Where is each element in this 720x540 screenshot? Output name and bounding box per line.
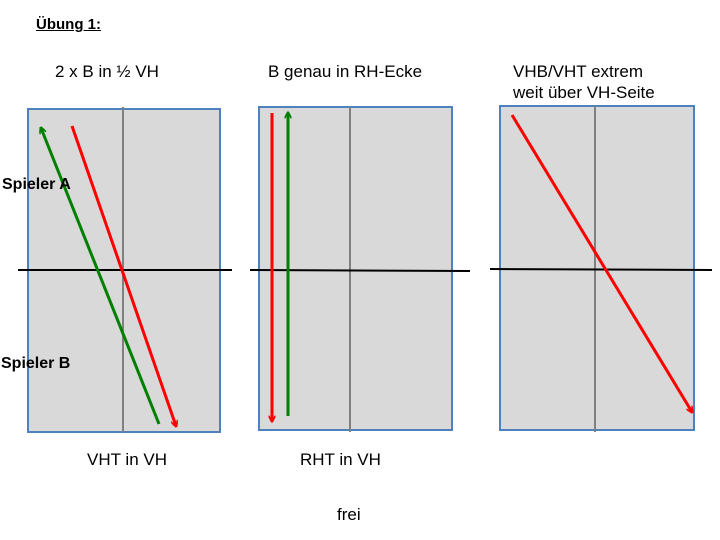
player-b-label: Spieler B	[1, 355, 71, 372]
court-2	[249, 106, 471, 432]
court-3-red-arrow	[510, 114, 692, 412]
court-3-surface	[499, 105, 695, 431]
court-1-green-arrow	[41, 128, 161, 425]
court-2-surface	[258, 106, 453, 431]
court-3-heading-line-1: VHB/VHT extrem	[513, 62, 644, 81]
footer-text: frei	[337, 505, 361, 524]
court-1-red-arrow	[70, 125, 176, 426]
court-2-caption: RHT in VH	[300, 450, 381, 469]
court-1-caption: VHT in VH	[87, 450, 167, 469]
player-a-label: Spieler A	[2, 176, 71, 193]
court-1-heading: 2 x B in ½ VH	[55, 62, 159, 81]
court-3	[489, 105, 713, 432]
court-2-net	[249, 269, 471, 272]
court-3-net	[489, 268, 713, 271]
court-3-heading-line-2: weit über VH-Seite	[513, 83, 655, 102]
court-2-heading: B genau in RH-Ecke	[268, 62, 423, 81]
exercise-title: Übung 1:	[36, 16, 101, 33]
court-1	[18, 107, 232, 433]
